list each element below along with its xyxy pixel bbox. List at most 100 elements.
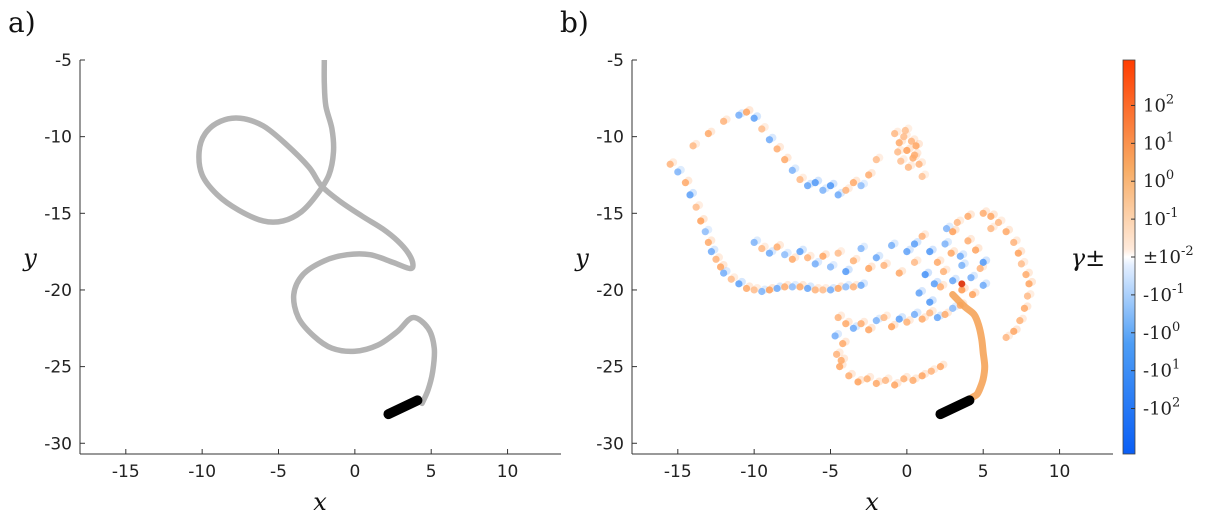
scatter-point xyxy=(903,318,911,326)
black-segment xyxy=(935,395,975,420)
y-tick-label: -25 xyxy=(44,358,72,378)
scatter-point xyxy=(891,381,899,389)
x-tick-label: -15 xyxy=(664,462,692,482)
scatter-point xyxy=(936,363,945,371)
orange-track xyxy=(949,291,989,404)
scatter-point xyxy=(842,283,850,291)
scatter-point xyxy=(941,240,949,248)
scatter-point xyxy=(834,313,842,322)
y-tick-label: -10 xyxy=(44,128,72,148)
scatter-point xyxy=(727,275,735,283)
scatter-point xyxy=(904,163,912,171)
colorbar: 102 101 100 10-1 ±10-2 -10-1 -100 -101 -102 γ± xyxy=(1071,59,1194,455)
y-tick-label: -10 xyxy=(596,128,624,148)
scatter-point xyxy=(804,254,812,262)
scatter-point xyxy=(915,160,923,168)
scatter-point xyxy=(701,228,709,236)
scatter-point xyxy=(936,283,945,291)
scatter-point xyxy=(872,254,880,262)
scatter-point xyxy=(826,182,835,190)
scatter-point xyxy=(681,179,690,187)
scatter-point xyxy=(836,363,844,371)
scatter-point xyxy=(1014,249,1022,257)
scatter-point xyxy=(976,264,984,273)
scatter-point xyxy=(949,228,957,236)
scatter-point xyxy=(781,251,789,259)
scatter-point xyxy=(834,249,842,257)
panel-a-xlabel: x xyxy=(313,488,327,516)
scatter-point xyxy=(842,267,850,276)
scatter-point xyxy=(742,284,751,293)
scatter-point xyxy=(826,286,835,294)
scatter-point xyxy=(967,274,975,282)
scatter-point xyxy=(865,264,873,273)
scatter-point xyxy=(927,367,935,375)
scatter-point xyxy=(857,244,865,253)
panel-b-ticks: -15 -10 -5 0 5 10 -5 -10 -15 -20 -25 -30 xyxy=(596,51,1113,482)
x-tick-label: 0 xyxy=(901,462,912,482)
x-tick-label: 0 xyxy=(349,462,360,482)
scatter-point xyxy=(704,238,712,247)
y-tick-label: -15 xyxy=(596,204,624,224)
scatter-point xyxy=(796,283,804,291)
panel-a-plot-area xyxy=(196,60,438,420)
colorbar-label: γ± xyxy=(1071,244,1105,272)
scatter-point xyxy=(716,263,725,271)
scatter-point xyxy=(900,375,908,383)
scatter-point xyxy=(849,324,858,332)
scatter-point xyxy=(1010,238,1018,247)
scatter-point xyxy=(788,166,796,174)
scatter-point xyxy=(857,320,865,328)
scatter-point xyxy=(947,249,955,257)
scatter-point xyxy=(849,283,858,291)
scatter-point xyxy=(894,148,902,156)
scatter-point xyxy=(872,379,880,388)
scatter-point xyxy=(994,218,1003,227)
scatter-point xyxy=(666,160,674,168)
scatter-point xyxy=(735,111,743,119)
scatter-point xyxy=(758,287,766,296)
scatter-point xyxy=(689,142,697,150)
x-tick-label: 10 xyxy=(497,462,519,482)
scatter-point xyxy=(735,280,743,288)
scatter-point xyxy=(918,232,926,240)
scatter-point xyxy=(887,241,896,250)
panel-a-ylabel: y xyxy=(22,244,37,272)
scatter-point xyxy=(819,286,827,294)
scatter-point xyxy=(942,225,951,233)
scatter-point xyxy=(845,372,853,380)
scatter-point xyxy=(796,248,804,256)
scatter-point xyxy=(758,125,766,133)
scatter-point xyxy=(1002,333,1010,342)
scatter-point xyxy=(697,217,705,225)
scatter-point xyxy=(1022,271,1030,279)
scatter-point xyxy=(880,313,888,322)
x-tick-label: 5 xyxy=(978,462,989,482)
scatter-point xyxy=(857,182,865,190)
scatter-point xyxy=(796,175,804,184)
scatter-point xyxy=(826,263,835,271)
scatter-point xyxy=(833,350,841,358)
scatter-point xyxy=(834,191,842,199)
scatter-point xyxy=(987,212,995,220)
x-tick-label: -5 xyxy=(270,462,287,482)
scatter-point xyxy=(941,310,949,319)
scatter-point xyxy=(834,284,842,293)
scatter-point xyxy=(895,269,903,277)
panel-b-label: b) xyxy=(560,6,589,39)
scatter-point xyxy=(811,286,819,294)
scatter-point xyxy=(968,290,977,299)
scatter-point xyxy=(918,372,926,380)
scatter-point xyxy=(837,356,845,365)
scatter-point xyxy=(1010,327,1018,335)
y-tick-label: -5 xyxy=(607,51,624,71)
y-tick-label: -5 xyxy=(55,51,72,71)
scatter-point xyxy=(712,255,720,263)
scatter-point xyxy=(854,378,862,386)
scatter-point xyxy=(900,133,908,141)
x-tick-label: 10 xyxy=(1049,462,1071,482)
scatter-point xyxy=(765,136,774,144)
scatter-point xyxy=(842,186,850,194)
scatter-point xyxy=(811,179,819,187)
colorbar-ticks: 102 101 100 10-1 ±10-2 -10-1 -100 -101 -102 xyxy=(1131,92,1194,420)
